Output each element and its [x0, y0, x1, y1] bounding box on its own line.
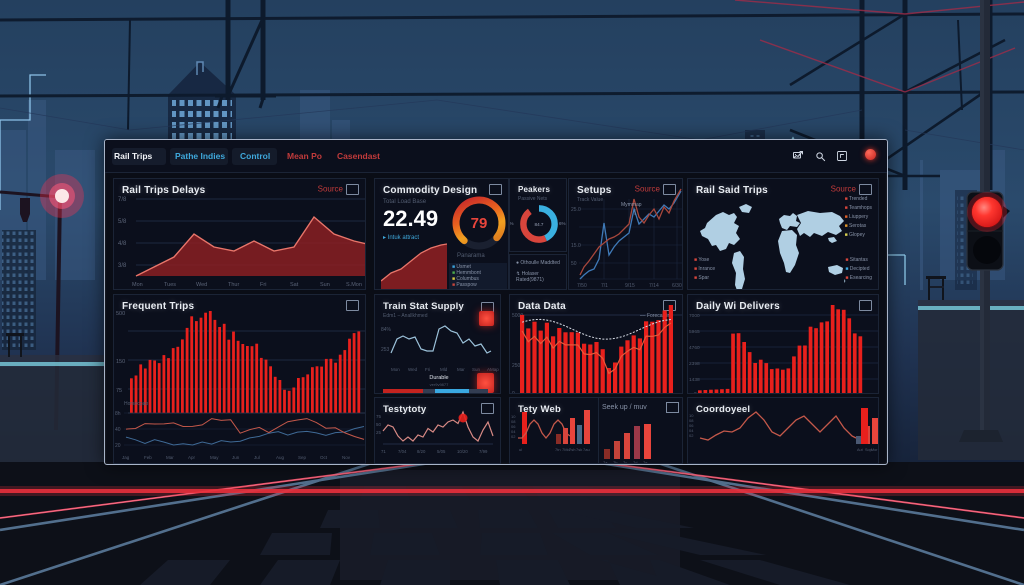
- svg-text:1438: 1438: [689, 377, 700, 383]
- svg-text:Oct: Oct: [320, 455, 328, 460]
- svg-text:9/15: 9/15: [625, 283, 635, 289]
- svg-text:Thur: Thur: [228, 282, 239, 288]
- svg-text:Wed: Wed: [196, 282, 207, 288]
- svg-text:2398: 2398: [689, 361, 700, 367]
- svg-text:Mar: Mar: [166, 455, 174, 460]
- svg-text:7/99: 7/99: [479, 449, 488, 454]
- svg-text:Wed: Wed: [408, 367, 418, 372]
- svg-text:8h: 8h: [115, 411, 121, 417]
- svg-text:Jul: Jul: [254, 455, 260, 460]
- svg-text:500: 500: [116, 311, 125, 317]
- svg-text:Jun: Jun: [232, 455, 240, 460]
- svg-text:7/14: 7/14: [649, 283, 659, 289]
- svg-text:253: 253: [381, 347, 390, 353]
- svg-text:AMap: AMap: [487, 367, 499, 372]
- svg-text:20: 20: [115, 443, 121, 449]
- svg-text:40: 40: [115, 427, 121, 433]
- svg-text:Mymmap: Mymmap: [621, 202, 642, 208]
- svg-text:7/8: 7/8: [118, 197, 127, 203]
- svg-text:7sh: 7sh: [569, 447, 575, 452]
- svg-text:Tues: Tues: [164, 282, 176, 288]
- svg-text:Sat: Sat: [290, 282, 299, 288]
- svg-text:25.0: 25.0: [571, 207, 581, 213]
- svg-text:6/30: 6/30: [672, 283, 682, 289]
- svg-text:ul: ul: [519, 447, 522, 452]
- svg-text:7c: 7c: [623, 460, 627, 464]
- svg-text:–– Forecasting: –– Forecasting: [640, 313, 673, 319]
- svg-text:Sun: Sun: [472, 367, 481, 372]
- svg-text:02: 02: [689, 433, 694, 438]
- svg-text:Mon: Mon: [391, 367, 400, 372]
- svg-text:5965: 5965: [689, 329, 700, 335]
- svg-text:7b: 7b: [613, 460, 618, 464]
- svg-text:Aug: Aug: [276, 455, 285, 460]
- svg-text:Mar: Mar: [457, 367, 465, 372]
- svg-text:4/8: 4/8: [118, 241, 127, 247]
- svg-text:0: 0: [694, 391, 697, 394]
- svg-text:7d: 7d: [633, 460, 637, 464]
- svg-text:8/20: 8/20: [417, 449, 426, 454]
- svg-text:Mon: Mon: [132, 282, 143, 288]
- svg-text:7au: 7au: [583, 447, 590, 452]
- svg-text:Feb: Feb: [144, 455, 152, 460]
- svg-text:S.Mon: S.Mon: [346, 282, 362, 288]
- svg-text:50: 50: [376, 422, 382, 427]
- svg-text:10/20: 10/20: [457, 449, 468, 454]
- svg-text:02: 02: [511, 434, 516, 439]
- svg-text:7sk: 7sk: [576, 447, 582, 452]
- svg-text:84.7: 84.7: [535, 222, 544, 227]
- svg-text:Jag: Jag: [122, 455, 130, 460]
- svg-text:25: 25: [376, 430, 382, 435]
- svg-text:50: 50: [571, 261, 577, 267]
- svg-text:Apr: Apr: [188, 455, 196, 460]
- svg-text:5/8: 5/8: [118, 219, 127, 225]
- svg-text:May: May: [210, 455, 219, 460]
- svg-text:150: 150: [116, 359, 125, 365]
- svg-text:Nov: Nov: [342, 455, 351, 460]
- svg-text:Aut: Aut: [857, 448, 864, 452]
- svg-text:71: 71: [381, 449, 386, 454]
- svg-text:7a: 7a: [603, 460, 608, 464]
- svg-text:Mor: Mor: [871, 448, 878, 452]
- svg-text:75: 75: [376, 414, 382, 419]
- svg-text:7e: 7e: [643, 460, 648, 464]
- svg-text:5/05: 5/05: [437, 449, 446, 454]
- svg-text:Fri: Fri: [425, 367, 430, 372]
- svg-text:0: 0: [512, 391, 515, 394]
- svg-text:7/1: 7/1: [601, 283, 608, 289]
- svg-text:7/04: 7/04: [398, 449, 407, 454]
- svg-text:Fri: Fri: [260, 282, 266, 288]
- svg-text:Horsecpap: Horsecpap: [124, 401, 148, 407]
- svg-text:3/8: 3/8: [118, 263, 127, 269]
- svg-text:7/50: 7/50: [577, 283, 587, 289]
- svg-text:15.0: 15.0: [571, 243, 581, 249]
- svg-text:75: 75: [116, 388, 122, 394]
- svg-text:79: 79: [471, 215, 488, 232]
- svg-text:84%: 84%: [381, 327, 392, 333]
- svg-text:Sun: Sun: [320, 282, 330, 288]
- svg-text:7000: 7000: [689, 313, 700, 319]
- svg-text:Sep: Sep: [298, 455, 307, 460]
- svg-text:7tn: 7tn: [555, 447, 561, 452]
- svg-text:4760: 4760: [689, 345, 700, 351]
- svg-text:Mld: Mld: [440, 367, 448, 372]
